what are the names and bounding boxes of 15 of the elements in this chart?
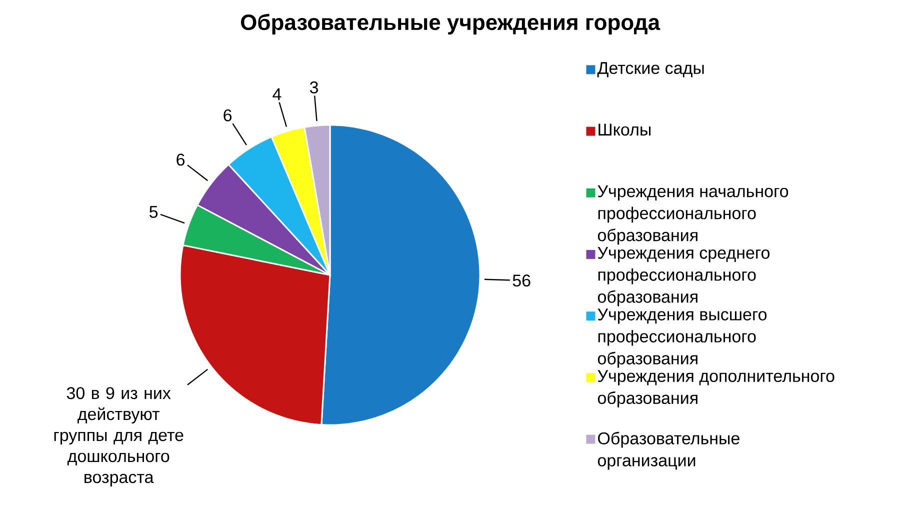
chart-title: Образовательные учреждения города (240, 14, 660, 34)
legend-label: Образовательные организации (598, 432, 740, 470)
legend-label: Школы (598, 124, 650, 136)
legend-label: Учреждения среднего профессионального образования (598, 246, 770, 306)
data-label: 4 (272, 88, 282, 100)
data-label: 5 (150, 206, 158, 218)
legend-label: Учреждения дополнительного образования (598, 370, 834, 408)
data-label: 56 (512, 274, 530, 287)
data-label: 3 (310, 81, 318, 94)
data-label: 30 в 9 из них действуют группы для дете дошкольного возраста (54, 387, 184, 486)
data-label: 6 (176, 154, 185, 166)
legend-label: Детские сады (597, 62, 704, 78)
legend-label: Учреждения высшего профессионального образования (598, 308, 767, 368)
legend-label: Учреждения начального профессионального образования (598, 185, 788, 245)
data-label: 6 (224, 109, 232, 122)
